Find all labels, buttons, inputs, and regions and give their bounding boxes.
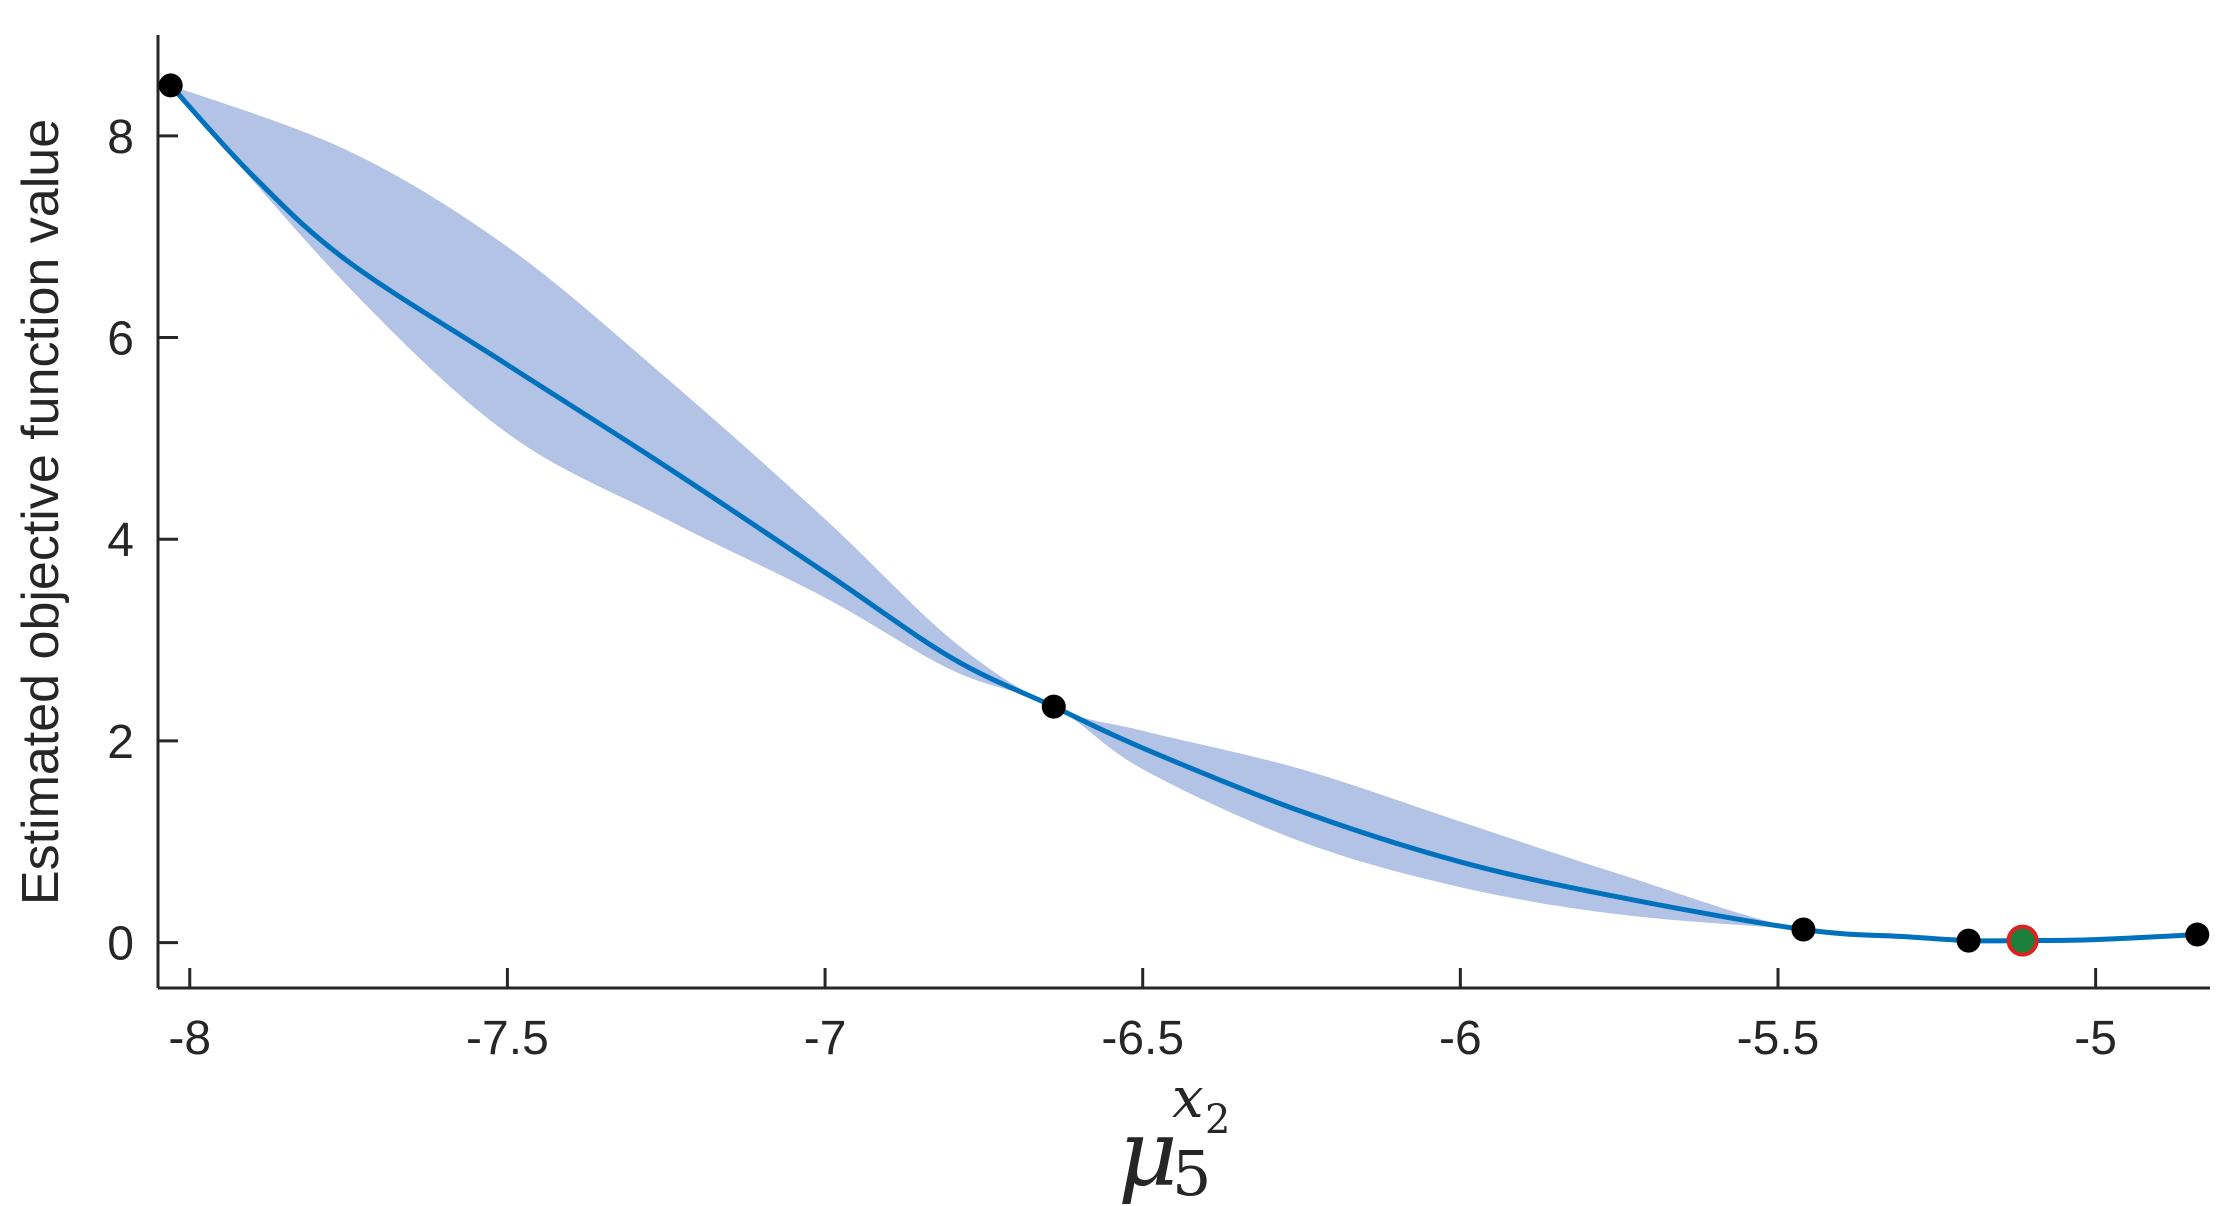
confidence-band-layer bbox=[170, 85, 2198, 942]
x-tick-label: -6 bbox=[1439, 1012, 1482, 1065]
mean-line bbox=[168, 82, 2200, 944]
axes-layer: -8 -7.5 -7 -6.5 -6 -5.5 -5 0 2 4 6 8 bbox=[107, 35, 2210, 1065]
observed-point bbox=[1041, 694, 1066, 719]
observed-point bbox=[158, 73, 183, 98]
best-point bbox=[2006, 924, 2039, 957]
y-tick-label: 0 bbox=[107, 918, 134, 971]
observed-point bbox=[1791, 917, 1816, 942]
x-tick-label: -7 bbox=[804, 1012, 847, 1065]
x-axis-label-symbol: μ bbox=[1118, 1100, 1178, 1206]
x-axis-label-subscript: 5 bbox=[1172, 1137, 1211, 1206]
mean-line-layer bbox=[168, 82, 2200, 944]
x-tick-label: -6.5 bbox=[1101, 1012, 1184, 1065]
points-layer bbox=[158, 73, 2210, 957]
x-tick-label: -5.5 bbox=[1737, 1012, 1820, 1065]
y-axis-label: Estimated objective function value bbox=[12, 119, 70, 905]
labels-layer: Estimated objective function value μ 5 x… bbox=[12, 119, 1230, 1206]
x-axis-label: μ 5 x 2 bbox=[1118, 1066, 1230, 1206]
confidence-band bbox=[170, 85, 2198, 942]
y-tick-label: 4 bbox=[107, 514, 134, 567]
y-tick-label: 8 bbox=[107, 111, 134, 164]
x-tick-label: -8 bbox=[168, 1012, 211, 1065]
y-tick-label: 6 bbox=[107, 313, 134, 366]
x-tick-label: -5 bbox=[2074, 1012, 2117, 1065]
observed-point bbox=[2185, 922, 2210, 947]
observed-point bbox=[1956, 928, 1981, 953]
x-axis-label-superscript-index: 2 bbox=[1205, 1097, 1230, 1143]
x-axis-label-superscript-var: x bbox=[1172, 1066, 1204, 1131]
y-tick-label: 2 bbox=[107, 716, 134, 769]
x-tick-label: -7.5 bbox=[466, 1012, 549, 1065]
